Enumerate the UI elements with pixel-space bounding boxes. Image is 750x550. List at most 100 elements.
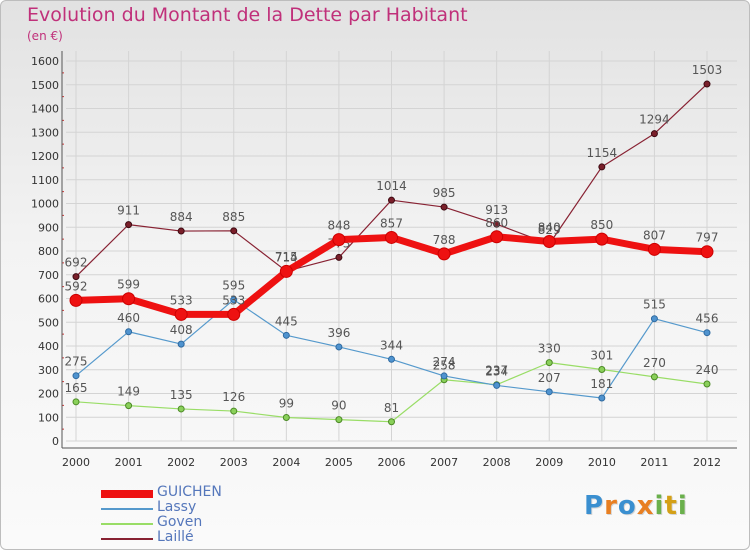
data-point-guichen (437, 247, 451, 261)
data-point-goven (598, 366, 606, 374)
data-point-lassy (545, 388, 553, 396)
data-point-guichen (279, 264, 293, 278)
data-label-laill: 885 (222, 210, 245, 224)
logo-letter: i (677, 491, 688, 521)
logo-letter: x (636, 491, 655, 521)
x-tick-label: 2002 (167, 456, 195, 469)
data-point-laill (388, 196, 395, 204)
x-tick-label: 2005 (325, 456, 353, 469)
y-tick-label: 1400 (31, 103, 59, 116)
logo-letter: P (584, 491, 605, 521)
chart-title: Evolution du Montant de la Dette par Hab… (27, 4, 468, 26)
legend-label: GUICHEN (157, 484, 222, 500)
data-label-lassy: 344 (380, 338, 403, 352)
data-point-lassy (388, 355, 395, 363)
data-label-guichen: 797 (696, 231, 719, 245)
y-tick-label: 400 (38, 340, 59, 353)
data-label-goven: 149 (117, 385, 140, 399)
chart-subtitle: (en €) (27, 29, 63, 43)
data-point-goven (177, 405, 185, 413)
data-point-laill (440, 203, 448, 211)
data-label-guichen: 807 (643, 228, 666, 242)
data-point-lassy (125, 328, 133, 336)
data-point-guichen (122, 292, 136, 306)
data-point-goven (230, 407, 238, 415)
data-label-goven: 258 (433, 359, 456, 373)
data-label-guichen: 599 (117, 278, 140, 292)
data-point-goven (545, 359, 553, 367)
data-point-guichen (490, 230, 504, 244)
x-tick-label: 2000 (62, 456, 90, 469)
y-tick-label: 1100 (31, 174, 59, 187)
data-label-laill: 1154 (587, 146, 618, 160)
data-point-goven (282, 413, 290, 421)
logo-letter: i (654, 491, 665, 521)
data-point-laill (335, 253, 343, 261)
data-point-guichen (69, 293, 83, 307)
data-label-guichen: 592 (65, 279, 88, 293)
data-label-laill: 1014 (376, 179, 407, 193)
data-point-lassy (493, 381, 501, 389)
data-label-lassy: 445 (275, 314, 298, 328)
data-point-guichen (595, 232, 609, 246)
data-point-lassy (282, 331, 290, 339)
data-label-lassy: 396 (327, 326, 350, 340)
x-tick-label: 2008 (483, 456, 511, 469)
data-label-guichen: 850 (590, 218, 613, 232)
data-label-guichen: 857 (380, 216, 403, 230)
data-label-laill: 884 (170, 210, 193, 224)
data-label-goven: 270 (643, 356, 666, 370)
data-point-lassy (177, 340, 185, 348)
data-point-laill (650, 130, 658, 138)
legend-label: Goven (157, 514, 203, 530)
data-label-lassy: 207 (538, 371, 561, 385)
x-tick-label: 2009 (535, 456, 563, 469)
y-tick-label: 800 (38, 245, 59, 258)
data-label-laill: 985 (433, 186, 456, 200)
data-label-guichen: 848 (327, 219, 350, 233)
legend-item: Lassy (101, 499, 301, 516)
data-point-lassy (440, 372, 448, 380)
data-label-laill: 1294 (639, 113, 670, 127)
data-label-goven: 126 (222, 390, 245, 404)
data-label-goven: 165 (65, 381, 88, 395)
data-label-goven: 330 (538, 342, 561, 356)
y-tick-label: 1500 (31, 79, 59, 92)
data-label-laill: 692 (65, 256, 88, 270)
legend-label: Lassy (157, 499, 197, 515)
y-tick-label: 500 (38, 316, 59, 329)
y-tick-label: 1600 (31, 55, 59, 68)
y-tick-label: 200 (38, 388, 59, 401)
x-tick-label: 2001 (115, 456, 143, 469)
logo-letter: t (664, 491, 678, 521)
data-label-guichen: 714 (275, 250, 298, 264)
data-label-goven: 237 (485, 364, 508, 378)
data-point-laill (493, 220, 501, 228)
data-label-lassy: 515 (643, 298, 666, 312)
y-tick-label: 1200 (31, 150, 59, 163)
data-point-guichen (227, 307, 241, 321)
legend: GUICHEN Lassy Goven Laillé (101, 484, 301, 546)
data-label-lassy: 408 (170, 323, 193, 337)
data-label-lassy: 181 (590, 377, 613, 391)
data-label-lassy: 274 (433, 355, 456, 369)
x-tick-label: 2012 (693, 456, 721, 469)
y-tick-label: 100 (38, 411, 59, 424)
legend-label: Laillé (157, 529, 194, 545)
data-label-guichen: 533 (222, 293, 245, 307)
data-point-guichen (700, 245, 714, 259)
data-point-goven (335, 416, 343, 424)
x-tick-label: 2006 (378, 456, 406, 469)
data-point-guichen (542, 235, 556, 248)
data-label-laill: 829 (538, 223, 561, 237)
data-label-lassy: 460 (117, 311, 140, 325)
data-label-guichen: 788 (433, 233, 456, 247)
data-point-lassy (598, 394, 606, 402)
legend-swatch (101, 507, 153, 510)
legend-item: Goven (101, 514, 301, 531)
data-point-guichen (174, 307, 188, 321)
data-label-lassy: 595 (222, 279, 245, 293)
logo-letter: r (604, 491, 618, 521)
y-tick-label: 700 (38, 269, 59, 282)
legend-swatch (101, 522, 153, 525)
